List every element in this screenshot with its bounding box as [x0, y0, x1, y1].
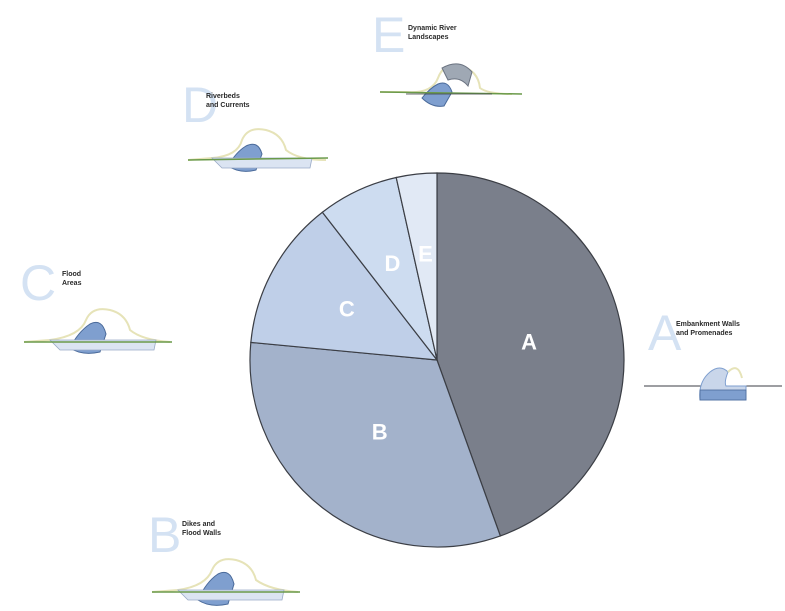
- pie-label-a: A: [521, 330, 537, 355]
- legend-item-a: A Embankment Walls and Promenades: [640, 308, 785, 418]
- pie-label-e: E: [418, 242, 433, 267]
- legend-item-d: D Riverbeds and Currents: [182, 80, 342, 180]
- legend-item-b: B Dikes and Flood Walls: [148, 510, 308, 610]
- cross-section-c-icon: [23, 308, 172, 354]
- legend-desc-e: Dynamic River Landscapes: [408, 25, 457, 41]
- legend-item-e: E Dynamic River Landscapes: [372, 10, 532, 110]
- legend-letter-e: E: [372, 7, 406, 63]
- pie-label-b: B: [372, 420, 388, 445]
- cross-section-d-icon: [187, 128, 329, 172]
- cross-section-b-icon: [151, 558, 300, 606]
- pie-slice-e: [395, 172, 438, 361]
- legend-letter-a: A: [648, 305, 682, 361]
- pie-slice-c: [250, 211, 439, 361]
- cross-section-a-icon: [644, 367, 782, 401]
- pie-slice-b: [249, 341, 502, 548]
- legend-letter-b: B: [148, 507, 182, 563]
- cross-section-e-icon: [379, 63, 523, 107]
- legend-item-c: C Flood Areas: [20, 258, 180, 358]
- legend-desc-a: Embankment Walls and Promenades: [676, 321, 740, 337]
- legend-desc-c: Flood Areas: [62, 271, 82, 287]
- pie-label-d: D: [384, 251, 400, 276]
- pie-slice-a: [436, 172, 625, 537]
- legend-letter-d: D: [182, 77, 219, 133]
- legend-letter-c: C: [20, 255, 57, 311]
- pie-label-c: C: [339, 296, 355, 321]
- legend-desc-b: Dikes and Flood Walls: [182, 521, 222, 537]
- legend-desc-d: Riverbeds and Currents: [206, 93, 250, 109]
